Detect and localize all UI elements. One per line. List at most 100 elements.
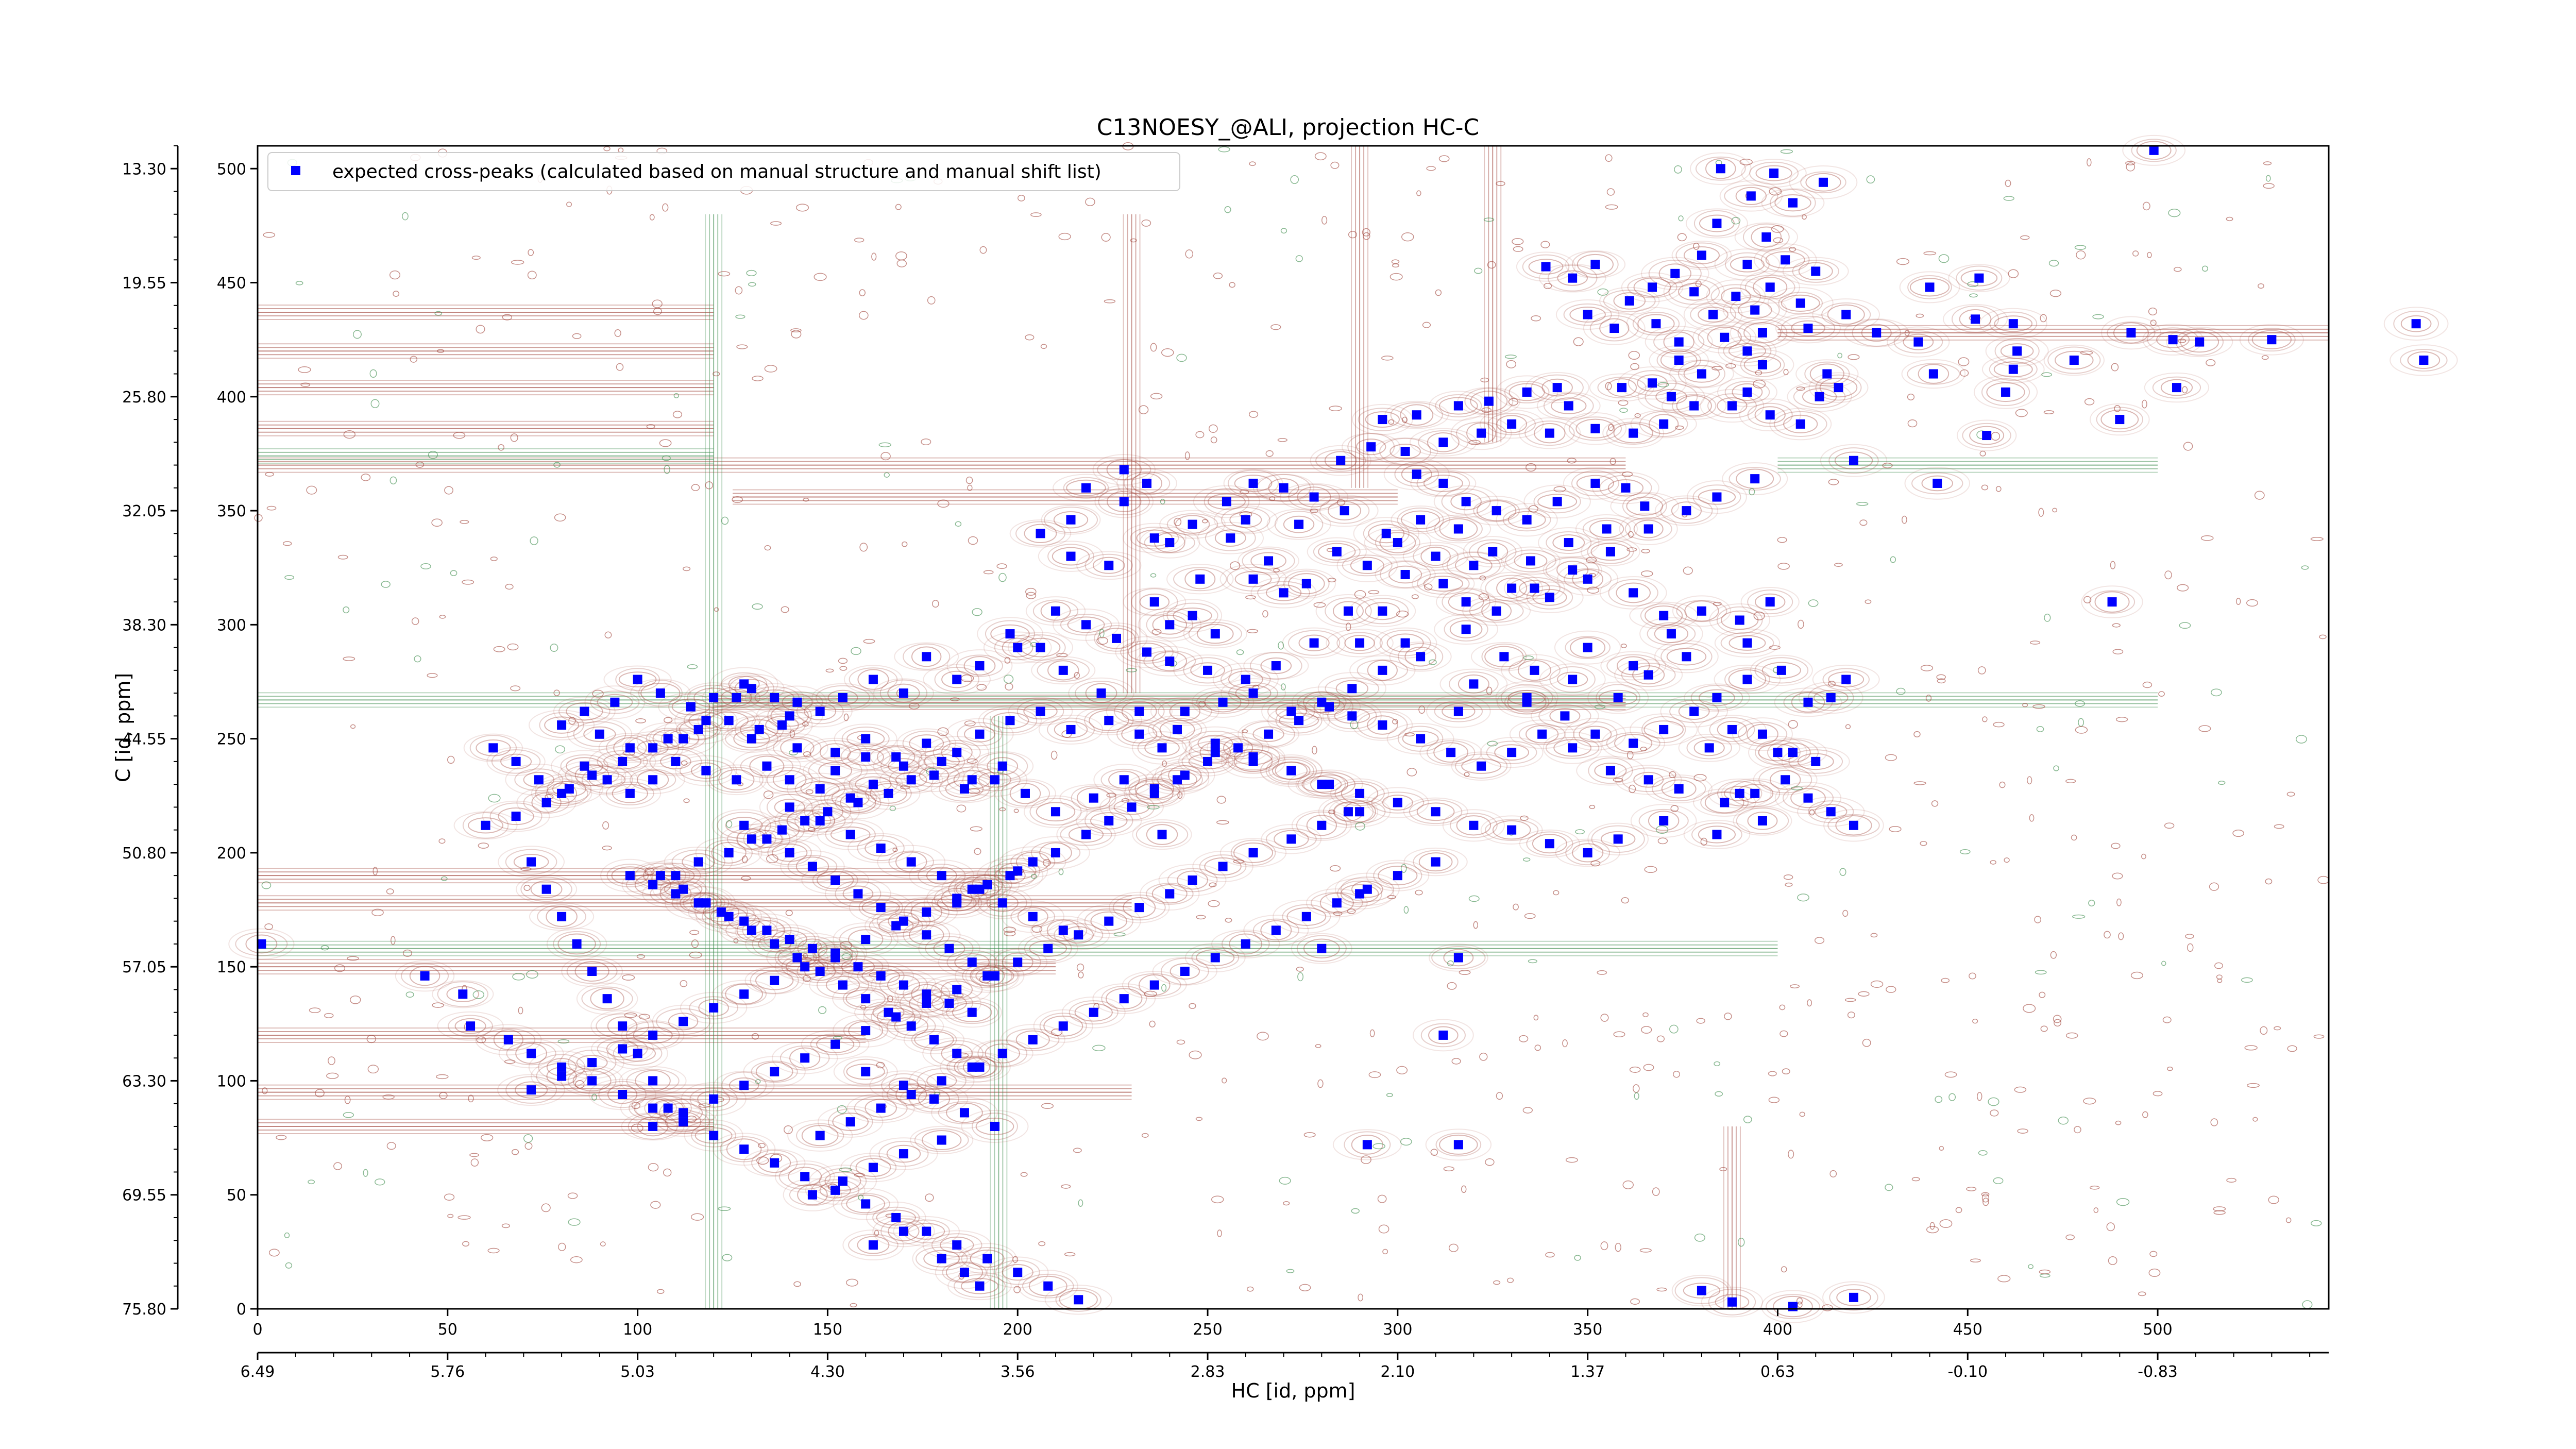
- cross-peak: [1689, 401, 1699, 411]
- contour-ring: [1249, 652, 1302, 680]
- contour-ring: [855, 776, 892, 793]
- cross-peak: [1134, 729, 1144, 739]
- cross-peak: [1431, 807, 1440, 817]
- contour-ring: [1375, 560, 1436, 589]
- cross-peak: [982, 880, 992, 889]
- cross-peak: [1659, 816, 1669, 825]
- contour-ring: [1748, 735, 1807, 769]
- contour-ring: [886, 1144, 921, 1163]
- contour-ring: [689, 996, 739, 1020]
- contour-ring: [750, 967, 799, 994]
- noise-contour: [309, 1007, 321, 1013]
- contour-ring: [1010, 850, 1056, 873]
- contour-ring: [634, 874, 671, 896]
- cross-peak: [1400, 638, 1410, 648]
- contour-ring: [652, 1004, 715, 1039]
- cross-peak: [1412, 410, 1421, 420]
- cross-peak: [1708, 310, 1718, 319]
- contour-ring: [1639, 411, 1688, 437]
- contour-ring: [910, 1125, 974, 1155]
- cross-peak: [1309, 492, 1319, 502]
- noise-contour: [2125, 161, 2136, 165]
- noise-contour: [1216, 820, 1229, 825]
- contour-ring: [941, 887, 973, 909]
- noise-contour: [2179, 622, 2191, 629]
- contour-ring: [911, 646, 942, 667]
- noise-contour: [1896, 258, 1910, 265]
- noise-contour: [1177, 791, 1183, 799]
- contour-ring: [833, 1014, 899, 1048]
- noise-contour: [1429, 659, 1437, 665]
- noise-contour: [2147, 251, 2152, 258]
- contour-ring: [817, 871, 854, 889]
- contour-ring: [895, 772, 927, 788]
- contour-ring: [1480, 737, 1544, 768]
- cross-peak: [739, 916, 749, 926]
- noise-contour: [1026, 592, 1037, 599]
- contour-ring: [1547, 264, 1598, 292]
- contour-ring: [581, 986, 633, 1011]
- contour-ring: [977, 1040, 1028, 1067]
- contour-ring: [1899, 271, 1960, 304]
- contour-ring: [1754, 657, 1809, 684]
- cross-peak: [1362, 1140, 1372, 1150]
- cross-peak: [1461, 625, 1471, 634]
- contour-ring: [638, 680, 683, 707]
- cross-peak: [1325, 780, 1334, 789]
- noise-contour: [2035, 970, 2047, 975]
- noise-contour: [320, 945, 329, 951]
- cross-peak: [1477, 428, 1486, 438]
- contour-ring: [1504, 381, 1550, 403]
- cross-peak: [527, 1049, 536, 1058]
- noise-contour: [2226, 216, 2233, 222]
- cross-peak: [1393, 871, 1402, 881]
- cross-peak: [1165, 538, 1175, 548]
- cross-peak: [990, 971, 999, 981]
- contour-ring: [872, 1206, 920, 1229]
- contour-ring: [1714, 628, 1781, 658]
- contour-ring: [613, 1041, 663, 1066]
- contour-ring: [1530, 701, 1599, 731]
- contour-ring: [1973, 375, 2038, 409]
- noise-contour: [2089, 1185, 2100, 1190]
- contour-ring: [1137, 736, 1187, 760]
- noise-contour: [672, 411, 683, 418]
- contour-ring: [1044, 1285, 1112, 1315]
- contour-ring: [1047, 717, 1095, 742]
- contour-ring: [1449, 813, 1498, 838]
- contour-ring: [1428, 1026, 1459, 1044]
- cross-peak: [815, 706, 825, 716]
- contour-ring: [1336, 632, 1383, 654]
- contour-ring: [1228, 670, 1263, 688]
- cross-peak: [944, 998, 954, 1008]
- noise-contour: [691, 484, 700, 492]
- contour-ring: [801, 1125, 839, 1147]
- noise-contour: [510, 433, 518, 442]
- contour-ring: [893, 1216, 960, 1247]
- contour-ring: [615, 668, 660, 691]
- contour-ring: [841, 726, 890, 751]
- cross-peak: [1149, 533, 1159, 543]
- noise-contour: [876, 1062, 885, 1069]
- contour-ring: [1145, 883, 1194, 905]
- contour-ring: [1364, 527, 1432, 559]
- contour-ring: [1344, 635, 1375, 651]
- contour-ring: [1441, 488, 1491, 515]
- noise-contour: [839, 941, 853, 950]
- noise-contour: [1012, 1256, 1019, 1263]
- cross-peak: [899, 1149, 908, 1159]
- cross-peak: [922, 652, 931, 662]
- contour-ring: [1791, 320, 1825, 336]
- contour-ring: [1981, 355, 2045, 383]
- contour-ring: [1765, 251, 1805, 269]
- contour-ring: [1572, 843, 1604, 863]
- noise-contour: [1225, 917, 1232, 923]
- noise-contour: [1369, 1029, 1375, 1037]
- contour-ring: [794, 809, 846, 833]
- cross-peak: [1119, 465, 1129, 475]
- noise-contour: [2115, 1120, 2122, 1125]
- noise-contour: [758, 1142, 766, 1149]
- noise-contour: [663, 1168, 672, 1177]
- noise-contour: [999, 807, 1006, 812]
- cross-peak: [747, 834, 756, 844]
